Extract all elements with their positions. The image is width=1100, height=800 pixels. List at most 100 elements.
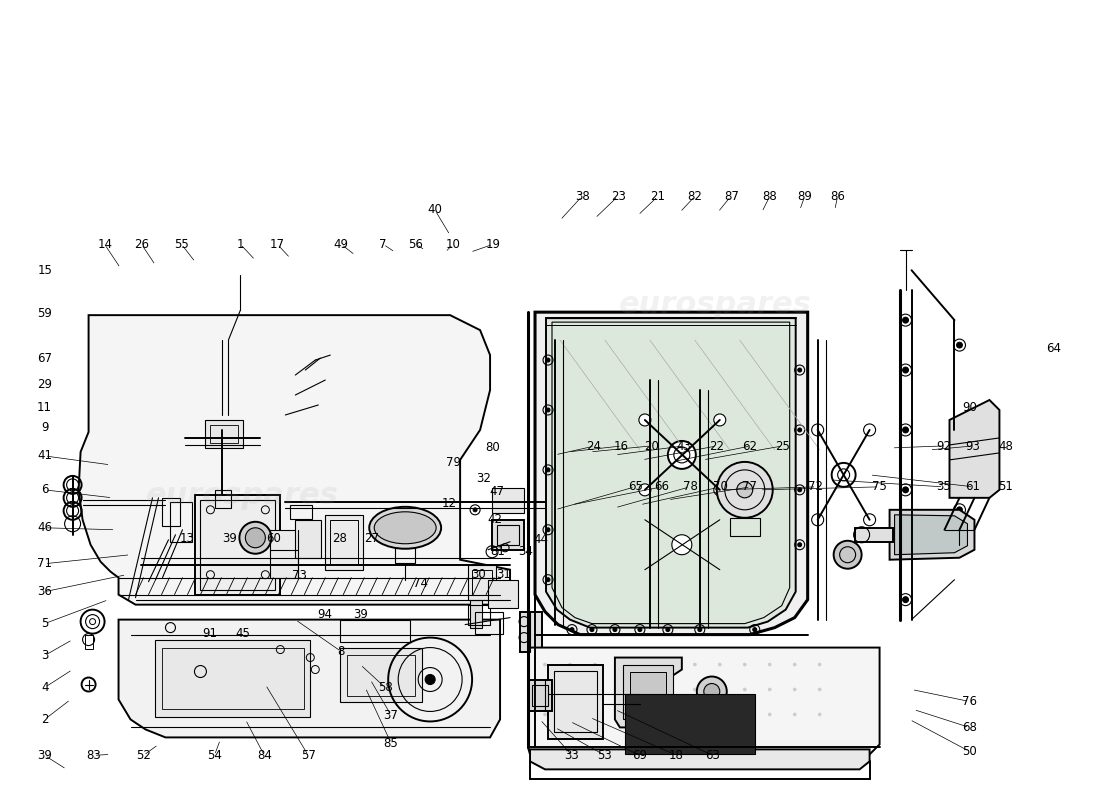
Text: 72: 72: [808, 480, 824, 493]
Bar: [469, 565, 496, 600]
Text: 3: 3: [41, 649, 48, 662]
Text: 39: 39: [222, 532, 236, 545]
Text: 47: 47: [490, 486, 505, 498]
Bar: [271, 530, 298, 578]
Polygon shape: [552, 322, 790, 624]
Text: 76: 76: [962, 695, 977, 708]
Bar: [155, 639, 310, 718]
Text: 53: 53: [597, 749, 613, 762]
Circle shape: [818, 688, 822, 691]
Polygon shape: [78, 315, 510, 605]
Text: 30: 30: [471, 567, 486, 581]
Circle shape: [798, 368, 802, 372]
Circle shape: [744, 663, 746, 666]
Text: 52: 52: [136, 749, 151, 762]
Text: 43: 43: [676, 440, 692, 453]
Text: 91: 91: [202, 626, 217, 640]
Text: 38: 38: [575, 190, 591, 203]
Circle shape: [798, 428, 802, 432]
Polygon shape: [528, 647, 880, 762]
Text: 22: 22: [710, 440, 725, 453]
Text: 90: 90: [962, 402, 977, 414]
Circle shape: [714, 484, 726, 496]
Circle shape: [693, 713, 696, 716]
Circle shape: [693, 663, 696, 666]
Circle shape: [903, 367, 909, 373]
Circle shape: [569, 663, 572, 666]
Ellipse shape: [374, 512, 436, 544]
Text: 73: 73: [293, 569, 307, 582]
Circle shape: [798, 488, 802, 492]
Circle shape: [639, 414, 651, 426]
Circle shape: [618, 713, 621, 716]
Bar: [469, 605, 491, 625]
Text: 67: 67: [37, 352, 52, 365]
Circle shape: [644, 713, 647, 716]
Bar: [729, 518, 760, 536]
Circle shape: [718, 713, 722, 716]
Text: 2: 2: [41, 713, 48, 726]
Circle shape: [957, 507, 962, 513]
Text: 83: 83: [87, 749, 101, 762]
Circle shape: [798, 542, 802, 546]
Circle shape: [812, 424, 824, 436]
Text: 21: 21: [650, 190, 666, 203]
Text: 92: 92: [936, 440, 950, 453]
Text: 54: 54: [208, 749, 222, 762]
Circle shape: [546, 408, 550, 412]
Bar: [348, 654, 415, 697]
Bar: [196, 495, 280, 594]
Text: 29: 29: [37, 378, 52, 390]
Text: 39: 39: [37, 749, 52, 762]
Text: 15: 15: [37, 264, 52, 277]
Bar: [170, 502, 192, 542]
Text: 82: 82: [688, 190, 703, 203]
Text: 55: 55: [175, 238, 189, 250]
Text: 85: 85: [383, 737, 398, 750]
Polygon shape: [615, 658, 685, 727]
Bar: [528, 679, 552, 711]
Bar: [855, 528, 892, 542]
Text: 88: 88: [762, 190, 777, 203]
Circle shape: [669, 663, 671, 666]
Circle shape: [590, 628, 594, 631]
Circle shape: [718, 663, 722, 666]
Bar: [630, 671, 666, 711]
Text: 5: 5: [41, 617, 48, 630]
Text: 10: 10: [446, 238, 461, 250]
Text: 8: 8: [338, 645, 345, 658]
Bar: [475, 612, 503, 634]
Text: 37: 37: [383, 709, 398, 722]
Text: 13: 13: [180, 532, 195, 545]
Text: 46: 46: [37, 522, 52, 534]
Text: 59: 59: [37, 307, 52, 320]
Circle shape: [666, 628, 670, 631]
Text: 86: 86: [830, 190, 845, 203]
Circle shape: [834, 541, 861, 569]
Polygon shape: [119, 620, 501, 738]
Text: 50: 50: [962, 745, 977, 758]
Text: 32: 32: [476, 472, 492, 485]
Text: 56: 56: [408, 238, 424, 250]
Bar: [395, 548, 415, 562]
Circle shape: [696, 677, 727, 706]
Circle shape: [793, 713, 796, 716]
Circle shape: [812, 514, 824, 526]
Circle shape: [543, 688, 547, 691]
Text: 70: 70: [713, 480, 728, 493]
Text: 34: 34: [518, 546, 534, 558]
Bar: [290, 505, 312, 518]
Circle shape: [697, 628, 702, 631]
Circle shape: [240, 522, 272, 554]
Text: 17: 17: [270, 238, 285, 250]
Text: 81: 81: [490, 546, 505, 558]
Text: 19: 19: [485, 238, 501, 250]
Polygon shape: [535, 312, 807, 634]
Circle shape: [718, 688, 722, 691]
Circle shape: [593, 713, 596, 716]
Ellipse shape: [370, 507, 441, 549]
Circle shape: [546, 528, 550, 532]
Text: 7: 7: [379, 238, 387, 250]
Text: 62: 62: [742, 440, 758, 453]
Text: 1: 1: [236, 238, 244, 250]
